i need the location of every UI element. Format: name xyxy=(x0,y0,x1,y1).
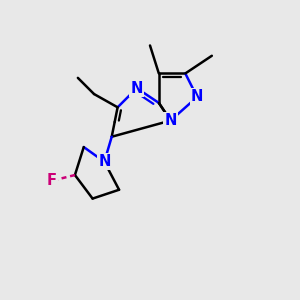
Text: N: N xyxy=(130,81,143,96)
Text: N: N xyxy=(98,154,110,169)
Text: N: N xyxy=(191,89,203,104)
Text: F: F xyxy=(46,173,56,188)
Text: N: N xyxy=(164,113,177,128)
